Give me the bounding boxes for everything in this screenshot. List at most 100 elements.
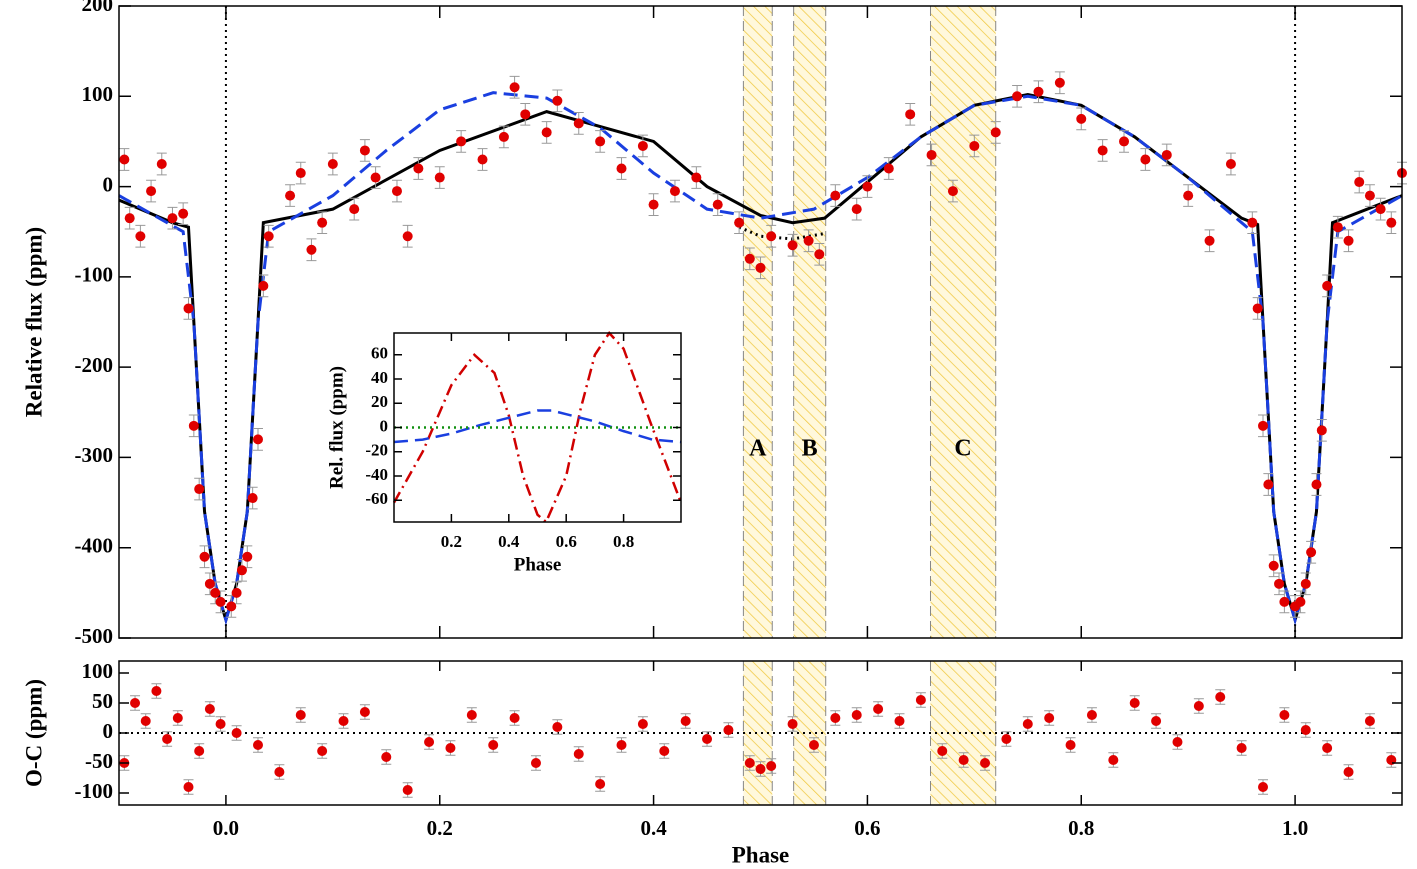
data-point (498, 131, 509, 142)
data-point (691, 172, 702, 183)
data-point (338, 716, 349, 726)
data-point (215, 596, 226, 607)
data-point (1033, 86, 1044, 97)
data-point (648, 199, 659, 210)
x-tick-label: 1.0 (1282, 816, 1308, 840)
data-point (509, 713, 520, 723)
data-point (1086, 710, 1097, 720)
data-point (1300, 725, 1311, 735)
data-point (702, 734, 713, 744)
x-axis-label: Phase (732, 842, 790, 867)
data-point (1012, 91, 1023, 102)
data-point (958, 755, 969, 765)
data-point (1065, 740, 1076, 750)
data-point (1252, 303, 1263, 314)
x-tick-label: 0.0 (213, 816, 239, 840)
data-point (1322, 743, 1333, 753)
data-point (1354, 177, 1365, 188)
y-tick-label: 0 (380, 416, 389, 435)
data-point (573, 118, 584, 129)
data-point (830, 190, 841, 201)
y-tick-label: 50 (92, 689, 113, 713)
data-point (680, 716, 691, 726)
data-point (723, 725, 734, 735)
data-point (862, 181, 873, 192)
data-point (135, 231, 146, 242)
data-point (669, 186, 680, 197)
y-tick-label: -60 (365, 489, 388, 508)
data-point (1268, 560, 1279, 571)
y-tick-label: 100 (82, 659, 114, 683)
data-point (1183, 190, 1194, 201)
y-tick-label: 100 (82, 82, 114, 106)
data-point (1322, 280, 1333, 291)
data-point (306, 244, 317, 255)
y-tick-label: 60 (371, 344, 388, 363)
data-point (1022, 719, 1033, 729)
y-tick-label: -100 (75, 263, 114, 287)
data-point (530, 758, 541, 768)
data-point (231, 587, 242, 598)
data-point (1332, 222, 1343, 233)
data-point (183, 303, 194, 314)
data-point (1258, 420, 1269, 431)
shaded-region (743, 6, 773, 638)
data-point (183, 782, 194, 792)
data-point (1215, 692, 1226, 702)
data-point (814, 249, 825, 260)
model-line (392, 330, 683, 525)
data-point (766, 761, 777, 771)
data-point (595, 136, 606, 147)
data-point (359, 145, 370, 156)
data-point (178, 208, 189, 219)
data-point (466, 710, 477, 720)
data-point (755, 262, 766, 273)
data-point (1279, 710, 1290, 720)
data-point (488, 740, 499, 750)
x-tick-label: 0.2 (427, 816, 453, 840)
data-point (744, 253, 755, 264)
y-tick-label: -40 (365, 465, 388, 484)
x-tick-label: 0.8 (1068, 816, 1094, 840)
region-label: C (954, 436, 971, 462)
data-point (477, 154, 488, 165)
data-point (194, 746, 205, 756)
data-point (808, 740, 819, 750)
y-tick-label: -200 (75, 353, 114, 377)
data-point (969, 140, 980, 151)
data-point (1364, 716, 1375, 726)
data-point (317, 746, 328, 756)
data-point (188, 420, 199, 431)
data-point (873, 704, 884, 714)
y-axis-label: Relative flux (ppm) (21, 227, 46, 417)
data-point (1364, 190, 1375, 201)
data-point (947, 186, 958, 197)
data-point (124, 213, 135, 224)
data-point (637, 719, 648, 729)
data-point (1279, 596, 1290, 607)
data-point (552, 95, 563, 106)
data-point (1258, 782, 1269, 792)
data-point (119, 154, 130, 165)
data-point (247, 493, 258, 504)
data-point (734, 217, 745, 228)
region-label: B (802, 436, 818, 462)
data-point (1386, 217, 1397, 228)
data-point (766, 231, 777, 242)
data-point (162, 734, 173, 744)
y-tick-label: 0 (103, 719, 114, 743)
data-point (1295, 596, 1306, 607)
data-point (1316, 425, 1327, 436)
data-point (1236, 743, 1247, 753)
y-tick-label: -400 (75, 534, 114, 558)
data-point (285, 190, 296, 201)
data-point (787, 240, 798, 251)
x-tick-label: 0.6 (556, 532, 577, 551)
data-point (130, 698, 141, 708)
data-point (883, 163, 894, 174)
data-point (1119, 136, 1130, 147)
data-point (231, 728, 242, 738)
data-point (1306, 547, 1317, 558)
data-point (915, 695, 926, 705)
data-point (210, 587, 221, 598)
